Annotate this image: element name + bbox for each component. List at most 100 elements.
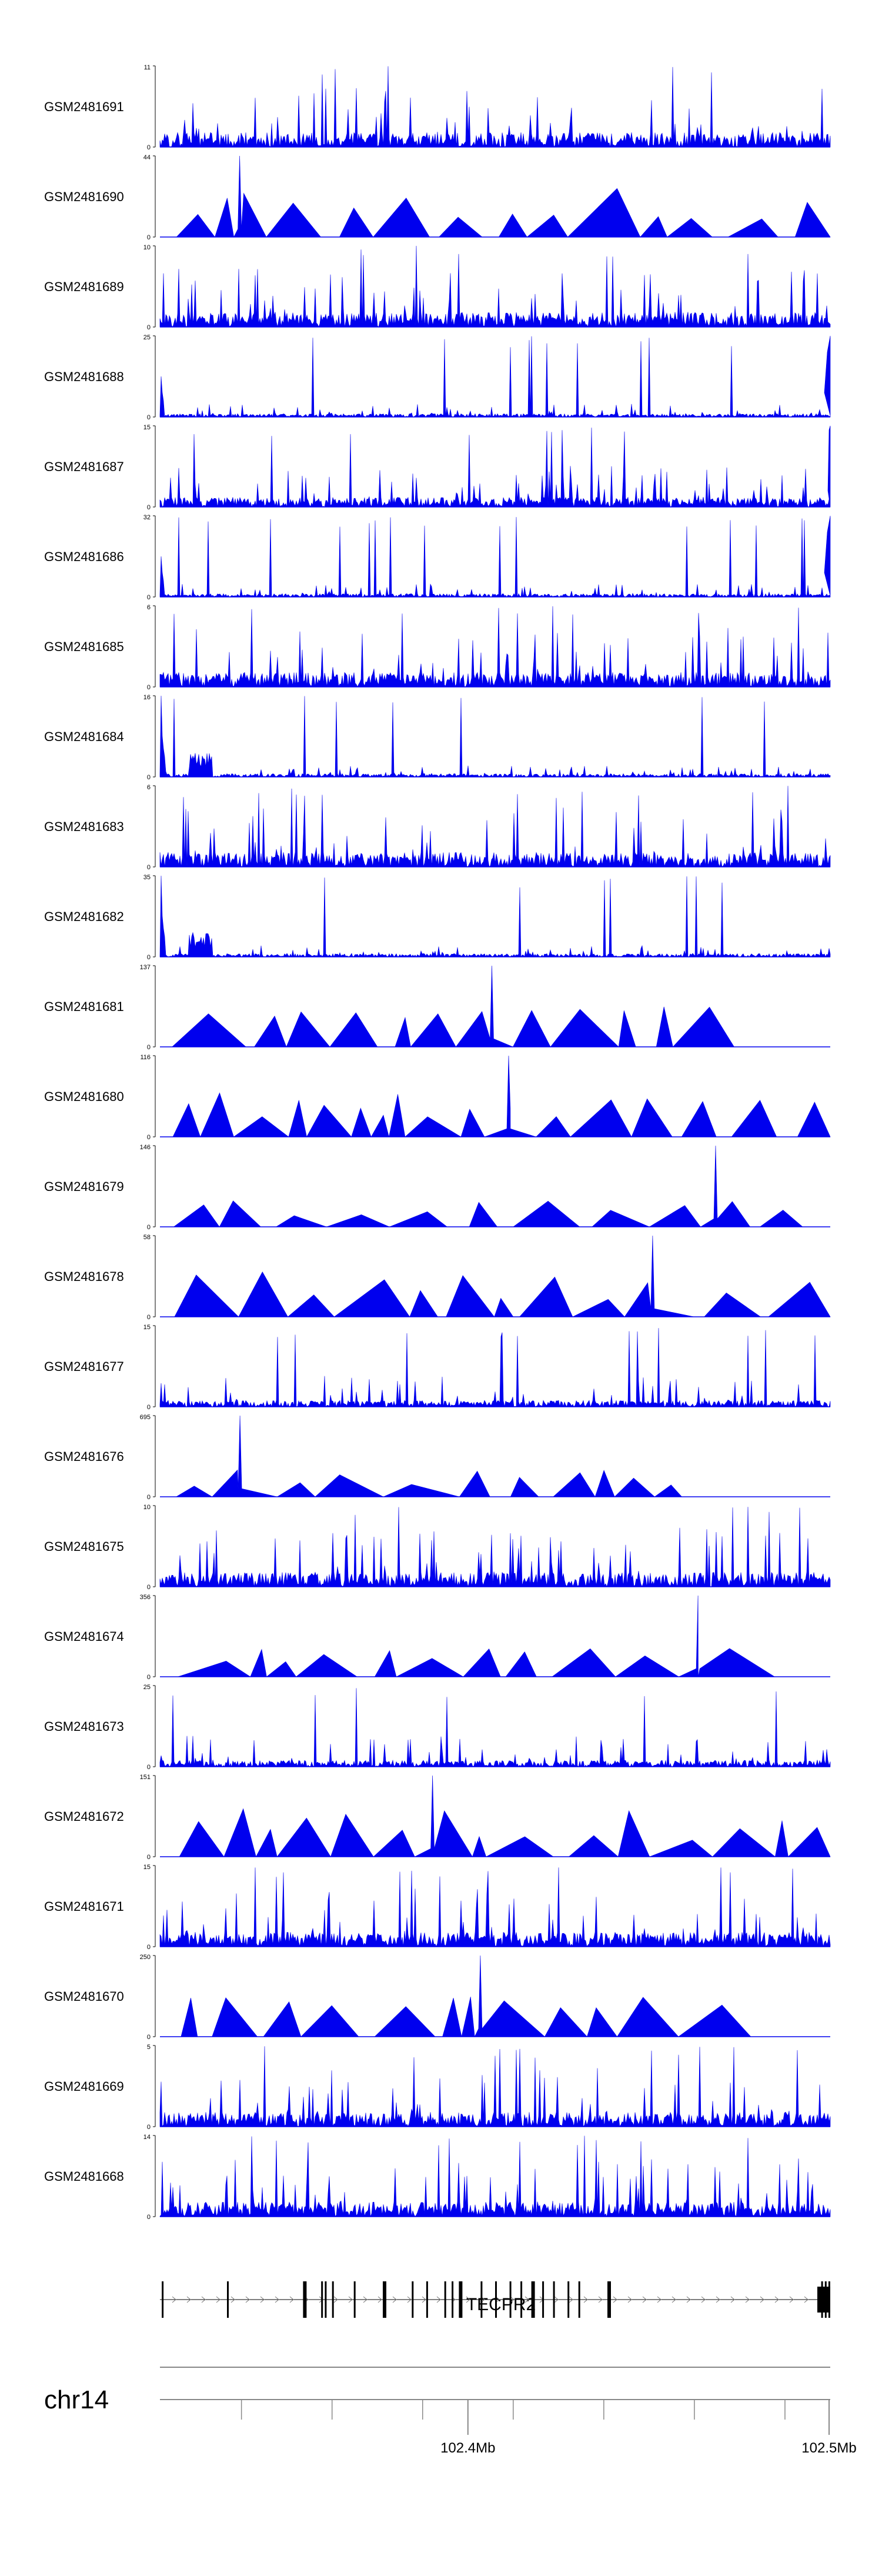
y-max-label: 137 — [140, 964, 151, 971]
track-label: GSM2481682 — [44, 909, 124, 924]
track-GSM2481674: GSM2481674 356 0 — [44, 1594, 830, 1681]
strand-arrow — [466, 2296, 470, 2303]
track-label: GSM2481674 — [44, 1629, 124, 1644]
strand-arrow — [260, 2296, 265, 2303]
exon-block — [567, 2281, 570, 2318]
coverage-area — [159, 1867, 831, 1947]
y-max-label: 356 — [140, 1594, 151, 1601]
track-GSM2481676: GSM2481676 695 0 — [44, 1414, 830, 1501]
strand-arrow — [172, 2296, 176, 2303]
coverage-area — [171, 965, 740, 1047]
strand-arrow — [583, 2296, 588, 2303]
y-min-label: 0 — [147, 1854, 151, 1861]
y-min-label: 0 — [147, 1584, 151, 1591]
track-GSM2481690: GSM2481690 44 0 — [44, 154, 831, 241]
track-GSM2481672: GSM2481672 151 0 — [44, 1774, 831, 1861]
gene-name-label: TECPR2 — [466, 2295, 536, 2314]
track-label: GSM2481677 — [44, 1359, 124, 1374]
exon-block — [332, 2281, 334, 2318]
strand-arrow — [657, 2296, 662, 2303]
strand-arrow — [201, 2296, 206, 2303]
y-min-label: 0 — [147, 144, 151, 151]
strand-arrow — [392, 2296, 397, 2303]
y-min-label: 0 — [147, 1764, 151, 1771]
y-min-label: 0 — [147, 2124, 151, 2131]
y-max-label: 6 — [147, 784, 151, 791]
coverage-area — [176, 155, 831, 238]
strand-arrow — [627, 2296, 632, 2303]
coverage-area — [159, 425, 831, 508]
exon-block — [817, 2287, 830, 2313]
x-axis-tick-label: 102.5Mb — [801, 2440, 856, 2456]
track-label: GSM2481669 — [44, 2079, 124, 2094]
track-label: GSM2481690 — [44, 189, 124, 204]
track-label: GSM2481671 — [44, 1899, 124, 1914]
track-label: GSM2481668 — [44, 2169, 124, 2184]
track-label: GSM2481676 — [44, 1449, 124, 1464]
coverage-area — [159, 786, 831, 867]
track-GSM2481684: GSM2481684 16 0 — [44, 694, 831, 781]
strand-arrow — [569, 2296, 573, 2303]
coverage-area — [179, 1775, 831, 1857]
track-GSM2481675: GSM2481675 10 0 — [44, 1504, 831, 1591]
exon-block — [531, 2281, 535, 2318]
exon-block — [412, 2281, 414, 2318]
y-min-label: 0 — [147, 1044, 151, 1051]
track-GSM2481688: GSM2481688 25 0 — [44, 334, 831, 421]
track-GSM2481679: GSM2481679 146 0 — [44, 1144, 830, 1231]
y-min-label: 0 — [147, 954, 151, 961]
exon-block — [480, 2281, 483, 2318]
y-min-label: 0 — [147, 594, 151, 601]
strand-arrow — [333, 2296, 338, 2303]
y-max-label: 15 — [143, 1864, 151, 1871]
exon-block — [383, 2281, 386, 2318]
y-max-label: 44 — [143, 154, 151, 161]
strand-arrow — [554, 2296, 559, 2303]
y-min-label: 0 — [147, 1404, 151, 1411]
coverage-area — [159, 66, 831, 148]
coverage-area — [159, 515, 831, 598]
exon-block — [227, 2281, 229, 2318]
exon-block — [353, 2281, 356, 2318]
strand-arrow — [716, 2296, 720, 2303]
y-max-label: 695 — [140, 1414, 151, 1421]
chromosome-label: chr14 — [44, 2385, 109, 2414]
y-min-label: 0 — [147, 324, 151, 331]
coverage-area — [159, 335, 831, 418]
strand-arrow — [804, 2296, 808, 2303]
track-GSM2481668: GSM2481668 14 0 — [44, 2134, 831, 2221]
strand-arrow — [671, 2296, 676, 2303]
coverage-area — [159, 875, 831, 958]
exon-block — [495, 2281, 497, 2318]
gene-annotation-track: TECPR2 — [160, 2281, 830, 2318]
track-GSM2481689: GSM2481689 10 0 — [44, 244, 831, 331]
strand-arrow — [745, 2296, 750, 2303]
track-label: GSM2481672 — [44, 1809, 124, 1824]
track-label: GSM2481688 — [44, 369, 124, 384]
coverage-area — [159, 2135, 831, 2217]
coverage-tracks: GSM2481691110GSM2481690440GSM2481689100G… — [44, 64, 831, 2221]
track-label: GSM2481679 — [44, 1179, 124, 1194]
track-label: GSM2481673 — [44, 1719, 124, 1734]
coverage-area — [173, 1145, 808, 1227]
track-label: GSM2481680 — [44, 1089, 124, 1104]
strand-arrow — [275, 2296, 279, 2303]
track-label: GSM2481684 — [44, 729, 124, 744]
strand-arrow — [289, 2296, 294, 2303]
exon-block — [325, 2281, 327, 2318]
exon-block — [452, 2281, 454, 2318]
strand-arrow — [598, 2296, 603, 2303]
exon-block — [303, 2281, 307, 2318]
exon-block — [607, 2281, 611, 2318]
y-min-label: 0 — [147, 864, 151, 871]
track-label: GSM2481687 — [44, 459, 124, 474]
coverage-area — [175, 1415, 688, 1497]
y-min-label: 0 — [147, 774, 151, 781]
track-GSM2481687: GSM2481687 15 0 — [44, 424, 831, 511]
track-GSM2481683: GSM2481683 6 0 — [44, 784, 831, 871]
exon-block — [426, 2281, 428, 2318]
y-max-label: 58 — [143, 1234, 151, 1241]
coverage-area — [159, 245, 831, 328]
strand-arrow — [363, 2296, 368, 2303]
y-min-label: 0 — [147, 1674, 151, 1681]
